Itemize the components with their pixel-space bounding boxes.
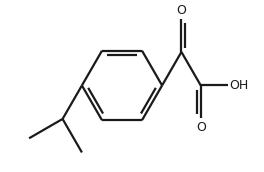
Text: O: O: [177, 4, 186, 17]
Text: O: O: [196, 121, 206, 134]
Text: OH: OH: [230, 79, 249, 92]
